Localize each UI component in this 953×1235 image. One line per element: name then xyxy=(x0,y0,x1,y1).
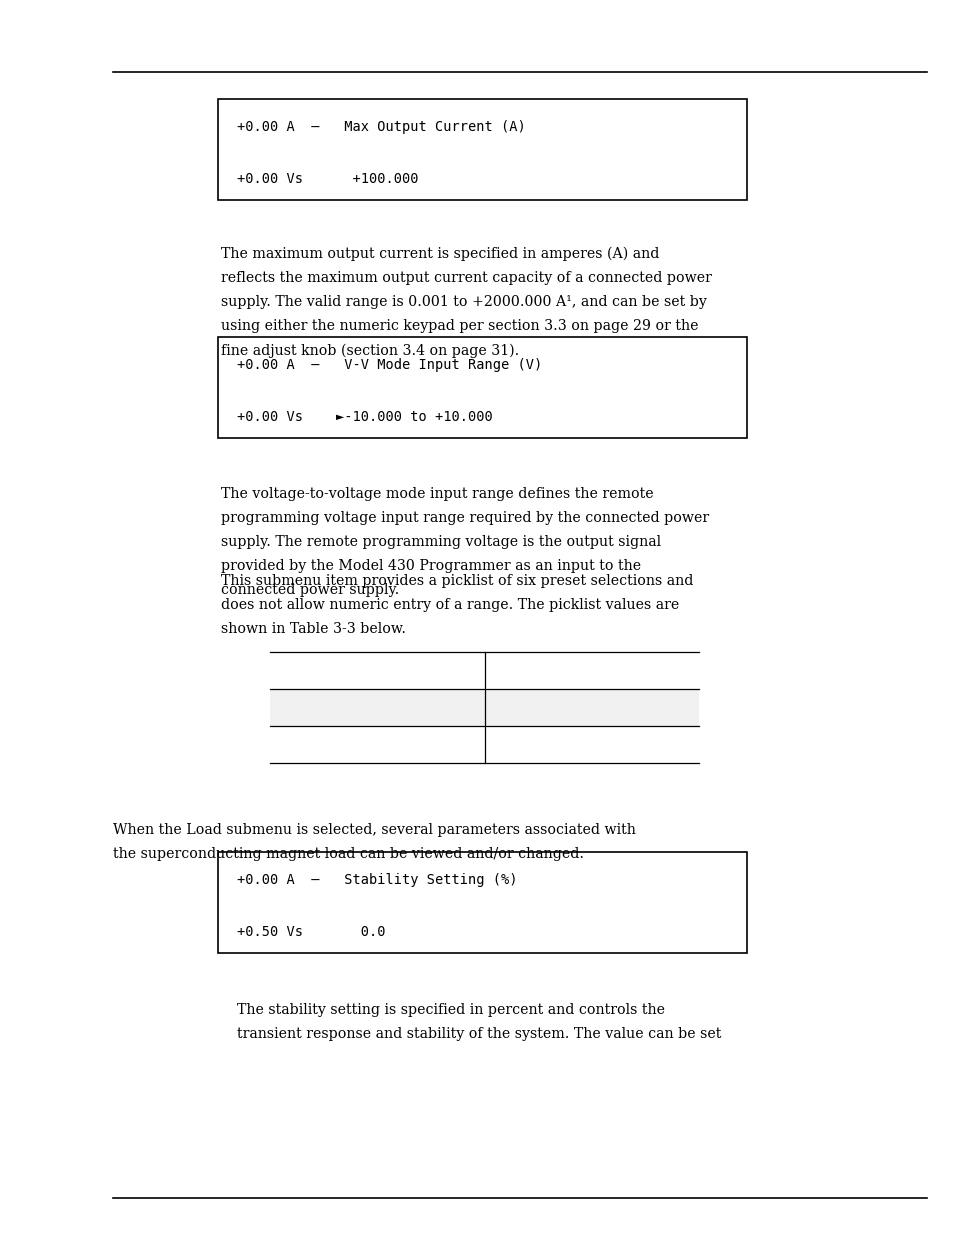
Text: provided by the Model 430 Programmer as an input to the: provided by the Model 430 Programmer as … xyxy=(221,558,640,573)
Text: shown in Table 3-3 below.: shown in Table 3-3 below. xyxy=(221,622,406,636)
Text: +0.00 Vs      +100.000: +0.00 Vs +100.000 xyxy=(236,172,417,185)
Text: +0.00 Vs    ►-10.000 to +10.000: +0.00 Vs ►-10.000 to +10.000 xyxy=(236,410,492,424)
Text: The stability setting is specified in percent and controls the: The stability setting is specified in pe… xyxy=(236,1003,664,1016)
Text: the superconducting magnet load can be viewed and/or changed.: the superconducting magnet load can be v… xyxy=(112,847,583,861)
Text: supply. The valid range is 0.001 to +2000.000 A¹, and can be set by: supply. The valid range is 0.001 to +200… xyxy=(221,295,706,309)
Text: +0.00 A  –   Stability Setting (%): +0.00 A – Stability Setting (%) xyxy=(236,873,517,887)
Text: This submenu item provides a picklist of six preset selections and: This submenu item provides a picklist of… xyxy=(221,574,693,588)
Text: +0.00 A  –   Max Output Current (A): +0.00 A – Max Output Current (A) xyxy=(236,120,525,133)
FancyBboxPatch shape xyxy=(217,337,746,438)
Text: does not allow numeric entry of a range. The picklist values are: does not allow numeric entry of a range.… xyxy=(221,599,679,613)
Text: reflects the maximum output current capacity of a connected power: reflects the maximum output current capa… xyxy=(221,270,712,285)
Text: When the Load submenu is selected, several parameters associated with: When the Load submenu is selected, sever… xyxy=(112,823,635,836)
Text: transient response and stability of the system. The value can be set: transient response and stability of the … xyxy=(236,1028,720,1041)
FancyBboxPatch shape xyxy=(217,852,746,953)
Text: The maximum output current is specified in amperes (A) and: The maximum output current is specified … xyxy=(221,247,659,262)
FancyBboxPatch shape xyxy=(217,99,746,200)
Text: fine adjust knob (section 3.4 on page 31).: fine adjust knob (section 3.4 on page 31… xyxy=(221,343,519,358)
Text: +0.50 Vs       0.0: +0.50 Vs 0.0 xyxy=(236,925,385,939)
Text: The voltage-to-voltage mode input range defines the remote: The voltage-to-voltage mode input range … xyxy=(221,487,653,500)
Text: programming voltage input range required by the connected power: programming voltage input range required… xyxy=(221,511,709,525)
Bar xyxy=(270,689,699,726)
Text: +0.00 A  –   V-V Mode Input Range (V): +0.00 A – V-V Mode Input Range (V) xyxy=(236,358,541,372)
Text: connected power supply.: connected power supply. xyxy=(221,583,399,597)
Text: using either the numeric keypad per section 3.3 on page 29 or the: using either the numeric keypad per sect… xyxy=(221,319,699,333)
Text: supply. The remote programming voltage is the output signal: supply. The remote programming voltage i… xyxy=(221,535,660,548)
